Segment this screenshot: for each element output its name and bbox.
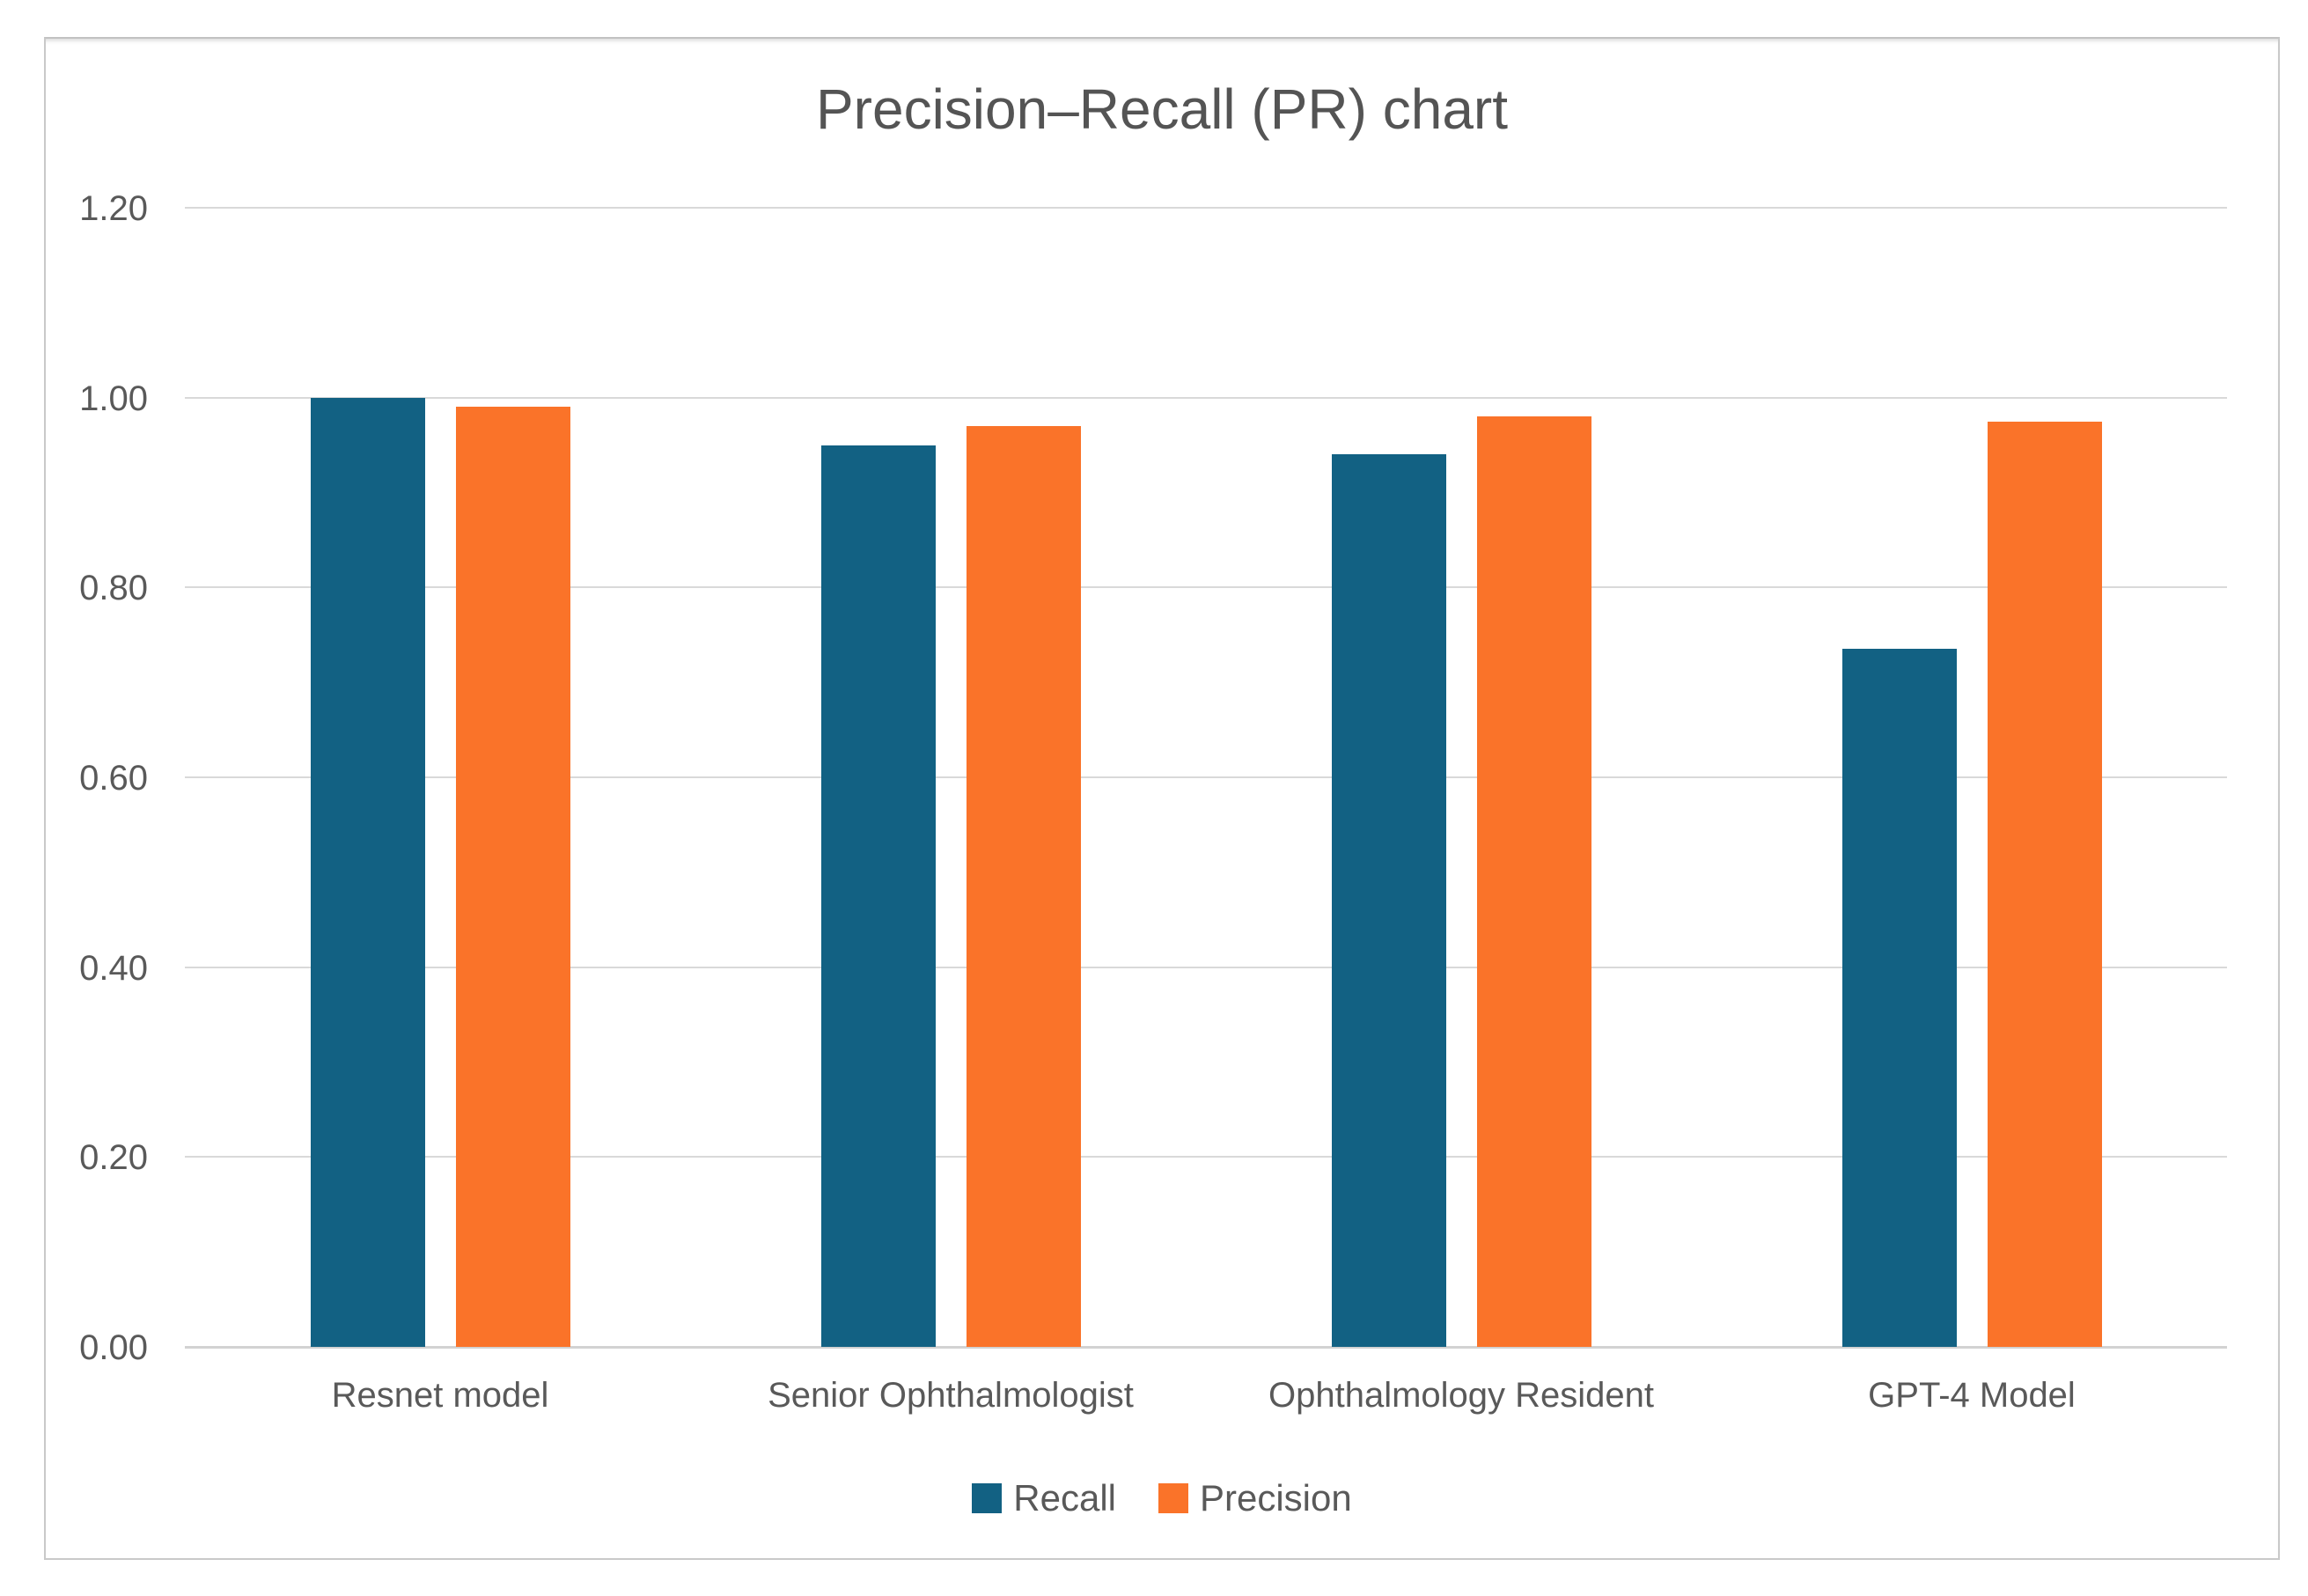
- x-category-label: Senior Ophthalmologist: [768, 1376, 1134, 1415]
- bar-precision-ophthalmology-resident: [1476, 416, 1591, 1347]
- gridline: [185, 1156, 2227, 1158]
- y-tick-label: 1.00: [79, 379, 148, 418]
- gridline: [185, 776, 2227, 778]
- legend-label-recall: Recall: [1013, 1477, 1116, 1519]
- bar-precision-gpt-4-model: [1987, 421, 2102, 1347]
- y-tick-label: 1.20: [79, 189, 148, 228]
- bar-recall-ophthalmology-resident: [1331, 454, 1446, 1347]
- x-category-label: Ophthalmology Resident: [1268, 1376, 1655, 1415]
- x-category-label: Resnet model: [331, 1376, 549, 1415]
- bar-recall-gpt-4-model: [1841, 649, 1957, 1347]
- y-tick-label: 0.40: [79, 948, 148, 988]
- gridline: [185, 207, 2227, 209]
- gridline: [185, 586, 2227, 589]
- legend-item-precision: Precision: [1158, 1477, 1352, 1519]
- y-tick-label: 0.20: [79, 1138, 148, 1178]
- gridline: [185, 396, 2227, 399]
- bar-recall-resnet-model: [310, 397, 425, 1347]
- legend-swatch-recall: [972, 1483, 1003, 1513]
- y-tick-label: 0.60: [79, 759, 148, 798]
- bar-precision-resnet-model: [455, 407, 570, 1347]
- legend-item-recall: Recall: [972, 1477, 1116, 1519]
- x-category-label: GPT-4 Model: [1868, 1376, 2076, 1415]
- gridline: [185, 966, 2227, 968]
- bar-recall-senior-ophthalmologist: [820, 445, 936, 1347]
- x-axis-line: [185, 1346, 2227, 1349]
- legend: Recall Precision: [44, 1477, 2280, 1519]
- bar-precision-senior-ophthalmologist: [966, 426, 1081, 1347]
- chart-title: Precision–Recall (PR) chart: [815, 77, 1509, 141]
- y-tick-label: 0.00: [79, 1328, 148, 1367]
- legend-swatch-precision: [1158, 1483, 1188, 1513]
- legend-label-precision: Precision: [1199, 1477, 1352, 1519]
- y-tick-label: 0.80: [79, 569, 148, 608]
